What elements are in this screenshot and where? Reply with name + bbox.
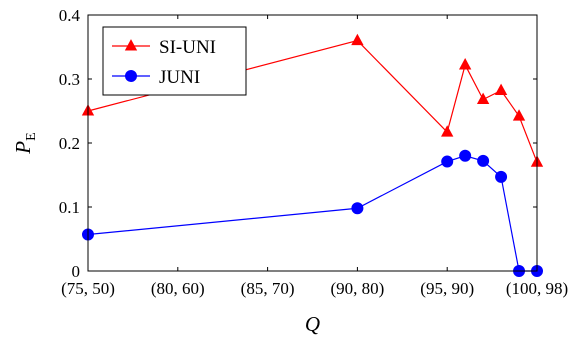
y-tick-label: 0 [72, 262, 81, 281]
y-axis: 0 0.1 0.2 0.3 0.4 [59, 6, 537, 281]
y-axis-label: PE [11, 132, 39, 154]
x-axis: (75, 50) (80, 60) (85, 70) (90, 80) (95, 90)… [61, 15, 568, 298]
data-point-juni [477, 154, 490, 167]
legend-label-si-uni: SI-UNI [159, 37, 216, 58]
data-point-si-uni [441, 125, 454, 137]
legend-marker-juni [125, 70, 137, 82]
x-tick-label: (90, 80) [330, 279, 384, 298]
x-tick-label: (100, 98) [506, 279, 568, 298]
data-point-si-uni [458, 58, 472, 70]
data-point-juni [495, 170, 508, 183]
series-line-si-uni [87, 39, 538, 163]
plot-marks [81, 33, 544, 277]
x-tick-label: (85, 70) [241, 279, 295, 298]
x-axis-label: Q [305, 312, 320, 336]
data-point-si-uni [351, 33, 364, 46]
legend-box [102, 26, 247, 96]
y-tick-label: 0.4 [59, 6, 81, 25]
series-line-juni [87, 155, 537, 272]
x-tick-label: (75, 50) [61, 279, 115, 298]
legend-marker-si-uni [124, 39, 138, 51]
y-tick-label: 0.1 [59, 198, 80, 217]
data-point-juni [441, 155, 454, 168]
legend-label-juni: JUNI [159, 67, 200, 88]
y-tick-label: 0.2 [59, 134, 80, 153]
x-tick-label: (80, 60) [151, 279, 205, 298]
data-point-juni [459, 149, 472, 162]
data-point-juni [351, 202, 364, 215]
data-point-si-uni [476, 92, 490, 105]
x-tick-label: (95, 90) [420, 279, 474, 298]
data-point-si-uni [494, 83, 508, 96]
legend: SI-UNI JUNI [102, 26, 247, 96]
y-tick-label: 0.3 [59, 70, 80, 89]
data-point-si-uni [512, 109, 526, 121]
